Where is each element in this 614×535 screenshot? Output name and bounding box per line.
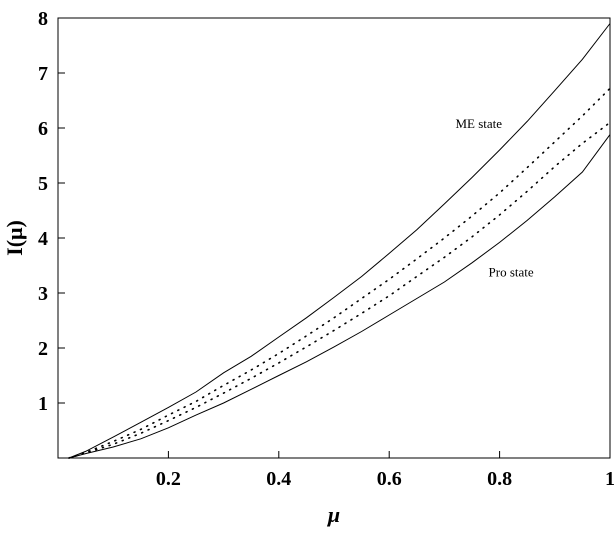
x-tick-label: 1 <box>605 468 614 490</box>
y-tick-label: 4 <box>38 228 48 250</box>
y-axis-title: I(μ) <box>2 220 27 256</box>
y-tick-label: 5 <box>38 173 48 195</box>
y-tick-label: 6 <box>38 118 48 140</box>
y-tick-label: 7 <box>38 63 48 85</box>
ticks-layer <box>58 17 611 458</box>
plot-frame <box>57 17 611 459</box>
curve-annotation: Pro state <box>489 265 534 280</box>
series-line-2 <box>68 87 611 459</box>
series-line-1 <box>68 23 611 459</box>
x-tick-label: 0.4 <box>266 468 291 490</box>
annotations-layer: ME state Pro state <box>455 116 533 280</box>
x-tick-label: 0.8 <box>487 468 512 490</box>
series-line-4 <box>68 134 611 459</box>
curves-layer <box>68 23 611 459</box>
y-tick-label: 2 <box>38 338 48 360</box>
y-tick-label: 3 <box>38 283 48 305</box>
x-axis-title: μ <box>327 502 340 527</box>
series-line-3 <box>68 121 611 459</box>
tick-labels-layer: 0.2 0.4 0.6 0.8 1 1 2 3 4 5 6 7 8 <box>38 8 614 490</box>
y-tick-label: 8 <box>38 8 48 30</box>
x-tick-label: 0.2 <box>156 468 181 490</box>
curve-annotation: ME state <box>455 116 502 131</box>
y-tick-label: 1 <box>38 393 48 415</box>
x-tick-label: 0.6 <box>377 468 402 490</box>
